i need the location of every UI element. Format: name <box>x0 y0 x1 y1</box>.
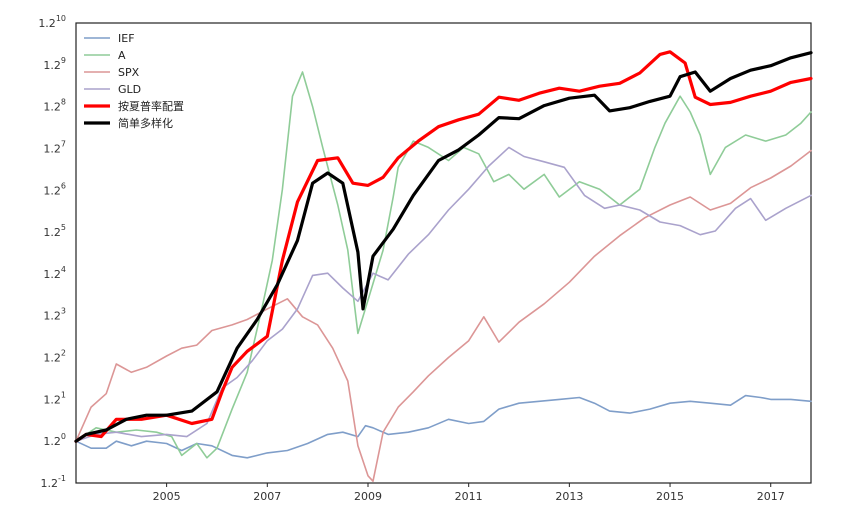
axis-layer: 2005 2007 2009 2011 2013 2015 2017 1.2-1 1.20 1.2… <box>38 14 784 503</box>
series-line-2 <box>75 149 812 482</box>
x-tick-label: 2013 <box>555 490 583 503</box>
y-tick-label: 1.20 <box>43 432 66 448</box>
legend-label: 简单多样化 <box>118 116 173 130</box>
y-tick-label: 1.22 <box>43 349 66 365</box>
legend-item: SPX <box>84 66 140 79</box>
legend-item: 按夏普率配置 <box>84 99 184 113</box>
series-line-1 <box>75 71 812 459</box>
x-tick-label: 2017 <box>757 490 785 503</box>
x-tick-label: 2015 <box>656 490 684 503</box>
y-tick-label: 1.25 <box>43 223 66 239</box>
legend-item: A <box>84 49 126 62</box>
series-line-5 <box>74 51 813 443</box>
x-tick-label: 2007 <box>253 490 281 503</box>
x-tick-label: 2005 <box>153 490 181 503</box>
y-tick-label: 1.24 <box>43 265 66 281</box>
x-tick-label: 2009 <box>354 490 382 503</box>
y-tick-label: 1.210 <box>38 14 66 30</box>
legend-label: SPX <box>118 66 140 79</box>
y-tick-label: 1.26 <box>43 181 66 197</box>
x-tick-label: 2011 <box>455 490 483 503</box>
y-tick-label: 1.29 <box>43 56 66 72</box>
legend-label: IEF <box>118 32 135 45</box>
y-tick-label: 1.2-1 <box>41 474 66 490</box>
series-line-3 <box>75 146 812 442</box>
y-tick-label: 1.23 <box>43 307 66 323</box>
y-tick-label: 1.27 <box>43 139 66 155</box>
legend-item: GLD <box>84 83 141 96</box>
plot-area-frame <box>75 22 812 484</box>
legend-item: IEF <box>84 32 135 45</box>
legend-label: 按夏普率配置 <box>118 99 184 113</box>
legend-item: 简单多样化 <box>84 116 173 130</box>
series-layer <box>74 50 813 482</box>
legend-label: GLD <box>118 83 141 96</box>
y-tick-label: 1.21 <box>43 390 66 406</box>
series-line-0 <box>75 394 812 459</box>
y-tick-label: 1.28 <box>43 98 66 114</box>
series-line-4 <box>74 50 813 443</box>
legend-label: A <box>118 49 126 62</box>
